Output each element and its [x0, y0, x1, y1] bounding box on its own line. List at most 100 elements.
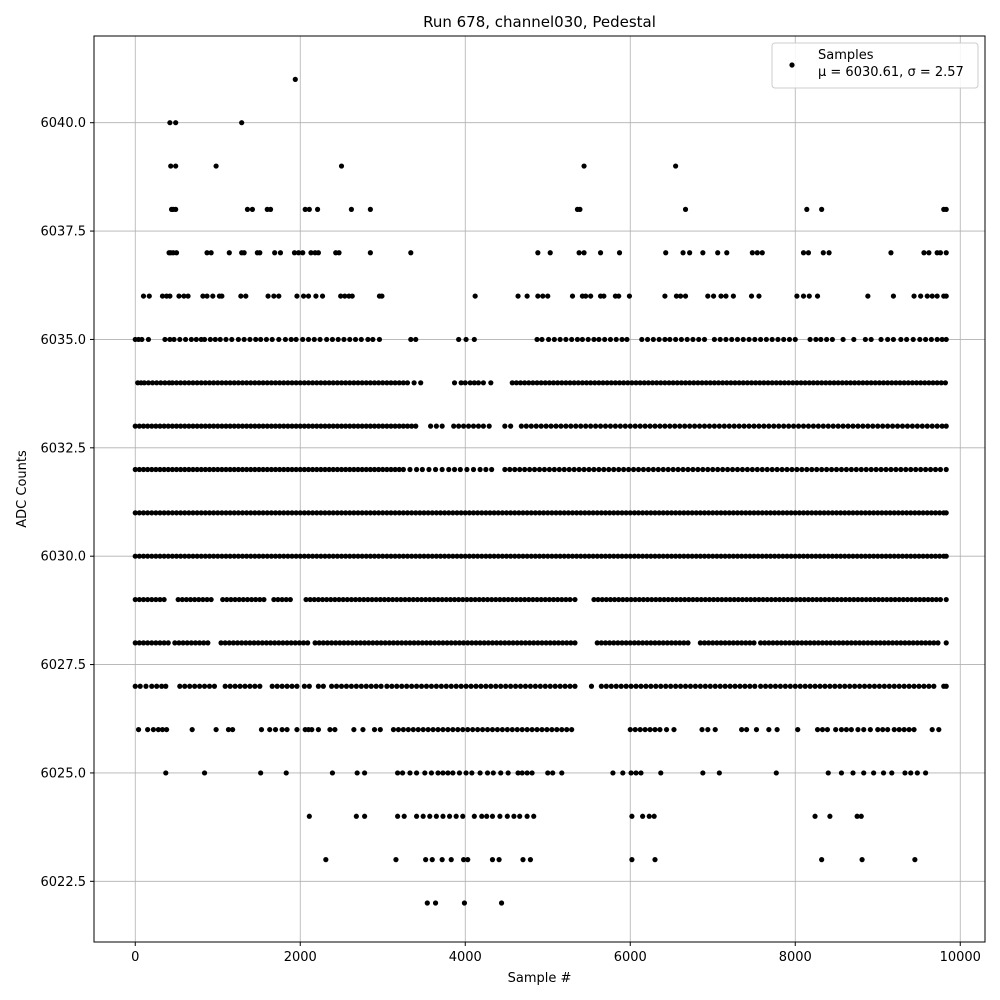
data-point — [795, 726, 801, 733]
data-point — [176, 293, 182, 299]
data-point — [913, 380, 920, 386]
data-point — [934, 423, 940, 429]
data-point — [292, 76, 298, 82]
data-point — [531, 640, 537, 646]
data-point — [367, 510, 373, 516]
data-point — [244, 380, 250, 386]
data-point — [536, 466, 543, 473]
data-point — [817, 510, 823, 516]
data-point — [256, 380, 262, 386]
data-point — [230, 726, 236, 733]
data-point — [665, 466, 671, 473]
data-point — [715, 380, 722, 386]
data-point — [668, 640, 675, 646]
data-point — [392, 553, 398, 559]
data-point — [297, 380, 303, 386]
data-point — [481, 640, 487, 646]
data-point — [314, 553, 320, 559]
data-point — [475, 380, 482, 386]
data-point — [477, 770, 483, 776]
data-point — [921, 250, 927, 256]
data-point — [918, 640, 925, 646]
x-tick-label: 10000 — [940, 950, 981, 965]
data-point — [626, 466, 632, 473]
data-point — [260, 380, 266, 386]
data-point — [213, 726, 219, 733]
data-point — [766, 640, 772, 646]
data-point — [731, 423, 737, 429]
data-point — [399, 683, 405, 689]
data-point — [653, 683, 659, 689]
data-point — [340, 596, 346, 603]
data-point — [781, 423, 787, 429]
data-point — [320, 683, 326, 689]
data-point — [310, 466, 316, 473]
data-point — [885, 726, 891, 733]
data-point — [544, 726, 550, 733]
data-point — [804, 206, 810, 212]
data-point — [850, 770, 856, 776]
data-point — [685, 553, 691, 559]
data-point — [343, 423, 349, 429]
data-point — [204, 250, 210, 256]
data-point — [571, 466, 577, 473]
data-point — [550, 596, 557, 603]
data-point — [149, 380, 156, 386]
data-point — [847, 683, 853, 689]
data-point — [633, 380, 639, 386]
data-point — [563, 380, 569, 386]
data-point — [229, 336, 235, 343]
data-point — [751, 640, 757, 646]
data-point — [673, 163, 679, 169]
data-point — [348, 683, 354, 689]
data-point — [660, 553, 666, 559]
data-point — [776, 553, 782, 559]
data-point — [746, 336, 752, 343]
data-point — [802, 380, 808, 386]
data-point — [162, 336, 168, 343]
data-point — [770, 640, 776, 646]
data-point — [489, 857, 496, 863]
data-point — [169, 423, 175, 429]
data-point — [197, 640, 203, 646]
data-point — [239, 120, 245, 126]
data-point — [373, 683, 379, 689]
data-point — [918, 466, 924, 473]
data-point — [758, 336, 764, 343]
data-point — [812, 683, 818, 689]
data-point — [660, 466, 666, 473]
data-point — [707, 380, 713, 386]
data-point — [272, 553, 279, 559]
data-point — [186, 510, 192, 516]
data-point — [367, 206, 373, 212]
data-point — [353, 683, 359, 689]
data-point — [664, 510, 670, 516]
data-point — [823, 380, 829, 386]
data-point — [923, 466, 929, 473]
data-point — [373, 596, 379, 603]
data-point — [517, 596, 524, 603]
data-point — [428, 683, 435, 689]
data-point — [899, 553, 906, 559]
data-point — [848, 640, 854, 646]
data-point — [512, 466, 518, 473]
data-point — [710, 640, 716, 646]
data-point — [766, 423, 772, 429]
data-point — [621, 380, 627, 386]
data-point — [470, 466, 477, 473]
data-point — [378, 640, 384, 646]
data-point — [773, 770, 779, 776]
data-point — [341, 640, 347, 646]
data-point — [301, 466, 307, 473]
data-point — [539, 726, 545, 733]
data-point — [765, 380, 771, 386]
data-point — [875, 553, 881, 559]
data-point — [731, 596, 737, 603]
data-point — [150, 726, 156, 733]
data-point — [355, 553, 361, 559]
data-point — [896, 726, 902, 733]
data-point — [723, 293, 729, 299]
data-point — [583, 293, 589, 299]
data-point — [624, 596, 630, 603]
data-point — [838, 466, 845, 473]
